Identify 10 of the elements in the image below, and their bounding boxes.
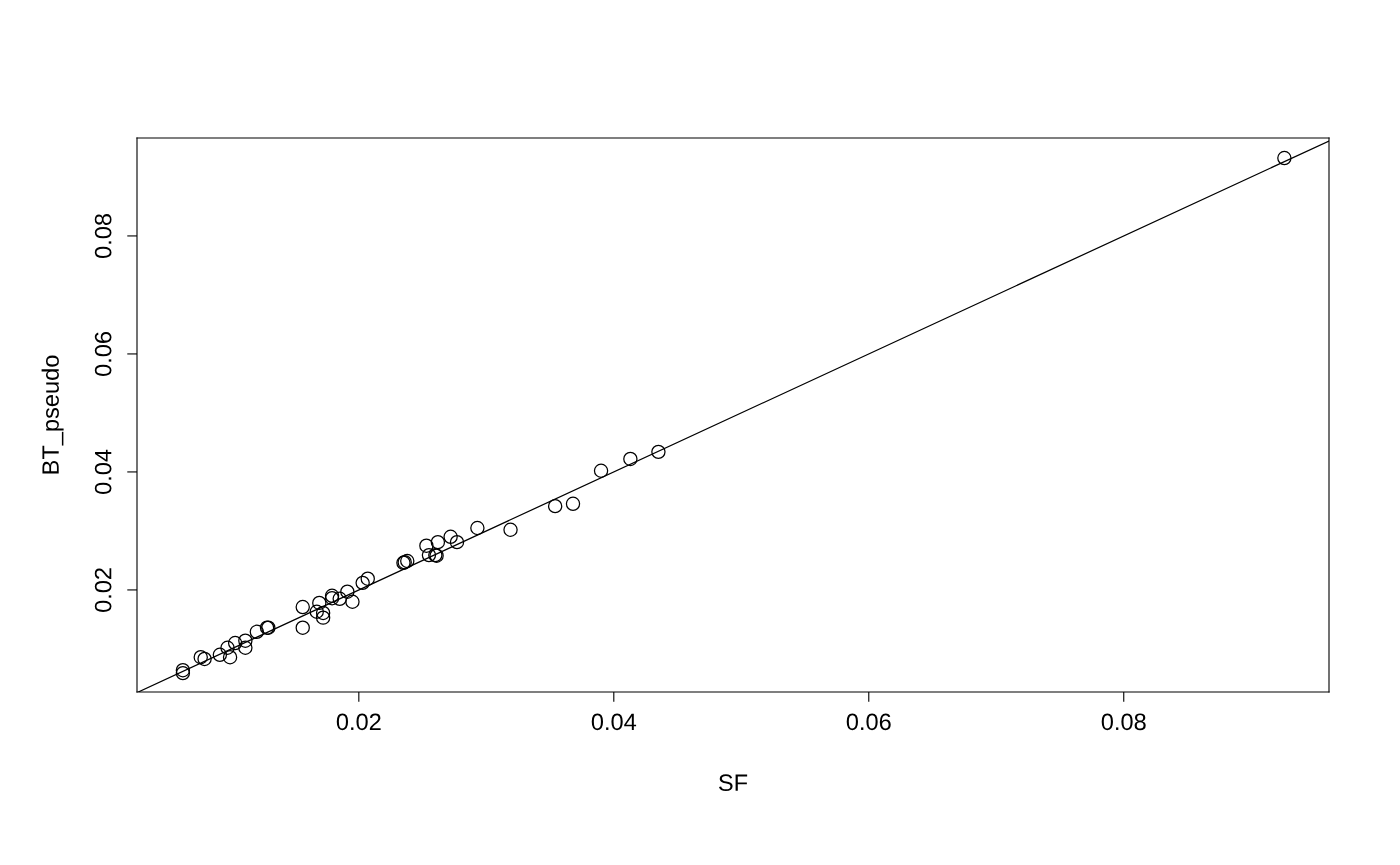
y-tick-label: 0.06 [94, 331, 112, 376]
x-tick-label: 0.02 [336, 713, 381, 731]
y-tick-label: 0.02 [94, 568, 112, 612]
x-tick-label: 0.06 [846, 713, 891, 731]
y-tick-label: 0.08 [94, 213, 112, 258]
y-tick-label: 0.04 [94, 449, 112, 494]
x-tick-label: 0.04 [591, 713, 637, 731]
x-axis-title: SF [718, 774, 748, 792]
x-tick-label: 0.08 [1101, 713, 1146, 731]
y-axis-title: BT_pseudo [41, 355, 64, 474]
